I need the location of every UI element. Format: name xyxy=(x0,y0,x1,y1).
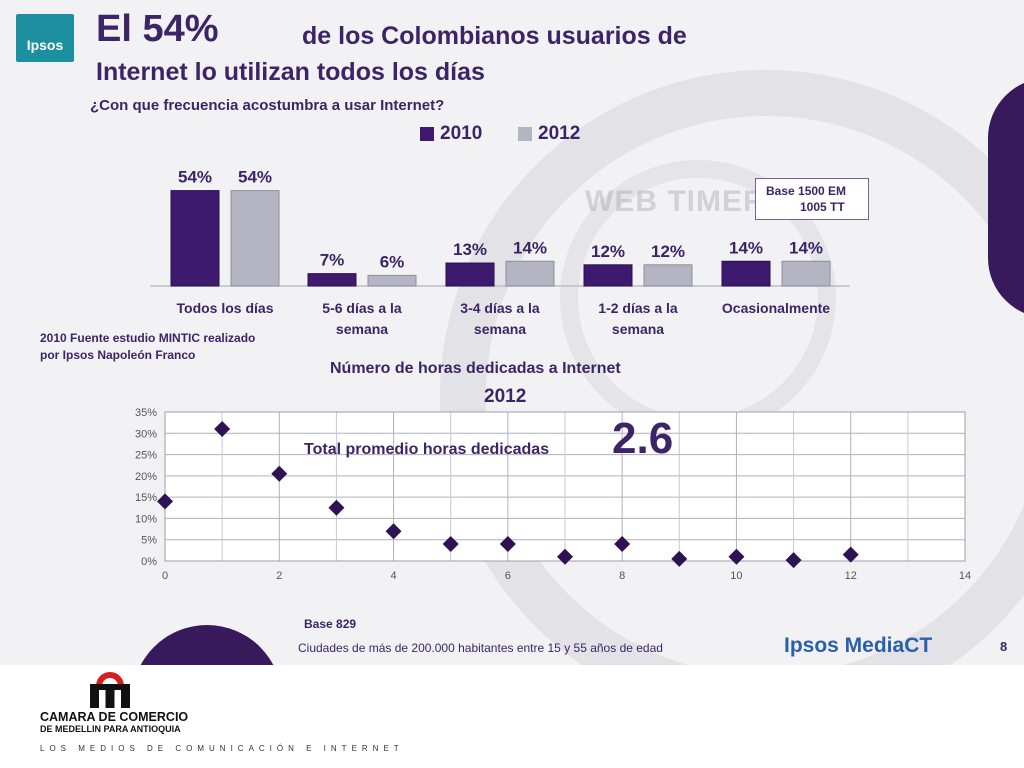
y-tick-label: 5% xyxy=(141,535,157,547)
legend-swatch-2012 xyxy=(518,126,532,141)
bar-2012-1 xyxy=(367,274,417,287)
scatter-point xyxy=(328,499,345,516)
bar-value-label: 6% xyxy=(380,252,405,271)
bar-value-label: 14% xyxy=(513,238,547,257)
base-box-line2: 1005 TT xyxy=(800,200,845,214)
bar-2010-2 xyxy=(445,262,495,287)
right-purple-shape xyxy=(988,78,1024,318)
base-box: Base 1500 EM 1005 TT xyxy=(755,178,869,220)
legend-item-2010: 2010 xyxy=(420,123,482,145)
scatter-point xyxy=(214,421,231,438)
category-label: semana xyxy=(336,321,388,337)
frequency-bar-chart: 54% 54% Todos los días 7% 6% 5-6 días a la sem… xyxy=(150,168,850,337)
title-highlight: El 54% xyxy=(96,8,219,50)
bar-value-label: 14% xyxy=(729,238,763,257)
scatter-point xyxy=(671,550,688,567)
scatter-point xyxy=(785,552,802,569)
bar-value-label: 12% xyxy=(651,242,685,261)
x-tick-label: 2 xyxy=(276,570,282,582)
x-tick-label: 12 xyxy=(845,570,857,582)
total-average-value: 2.6 xyxy=(612,414,674,463)
x-tick-label: 0 xyxy=(162,570,168,582)
ipsos-mediact-brand: Ipsos MediaCT xyxy=(784,634,933,657)
x-tick-label: 14 xyxy=(959,570,971,582)
y-tick-label: 35% xyxy=(135,407,157,419)
category-label: 5-6 días a la xyxy=(322,300,402,316)
bar-2012-0 xyxy=(230,190,280,287)
sample-base: Base 829 xyxy=(304,617,357,631)
background-web-timer-text: WEB TIMER xyxy=(585,185,766,218)
bar-value-label: 12% xyxy=(591,242,625,261)
sample-description: Ciudades de más de 200.000 habitantes en… xyxy=(298,641,663,655)
category-label: 1-2 días a la xyxy=(598,300,678,316)
x-tick-label: 8 xyxy=(619,570,625,582)
legend-item-2012: 2012 xyxy=(518,123,580,145)
bar-2012-4 xyxy=(781,260,831,287)
scatter-point xyxy=(442,535,459,552)
x-tick-label: 6 xyxy=(505,570,511,582)
ipsos-logo: Ipsos xyxy=(16,14,74,62)
survey-question: ¿Con que frecuencia acostumbra a usar In… xyxy=(90,97,445,114)
slide: WEB TIMER Ipsos El 54% de los Colombiano… xyxy=(0,0,1024,665)
footer-tagline: LOS MEDIOS DE COMUNICACIÓN E INTERNET xyxy=(40,744,404,753)
scatter-point xyxy=(557,548,573,565)
y-tick-label: 0% xyxy=(141,556,157,568)
category-label: semana xyxy=(474,321,526,337)
scatter-point xyxy=(728,548,745,565)
y-tick-label: 20% xyxy=(135,471,157,483)
title-rest: de los Colombianos usuarios de xyxy=(302,22,687,50)
ipsos-logo-text: Ipsos xyxy=(26,37,64,53)
title-line2: Internet lo utilizan todos los días xyxy=(96,58,485,86)
bar-2010-1 xyxy=(307,273,357,287)
y-tick-label: 15% xyxy=(135,492,157,504)
scatter-point xyxy=(271,465,288,482)
bar-value-label: 54% xyxy=(238,168,272,187)
bar-2010-4 xyxy=(721,260,771,287)
y-tick-label: 30% xyxy=(135,428,157,440)
scatter-point xyxy=(385,523,402,540)
bar-value-label: 13% xyxy=(453,240,487,259)
category-label: Todos los días xyxy=(177,300,274,316)
legend-label-2010: 2010 xyxy=(440,123,483,144)
x-tick-label: 10 xyxy=(730,570,742,582)
y-tick-label: 25% xyxy=(135,450,157,462)
bar-value-label: 54% xyxy=(178,168,212,187)
bar-value-label: 14% xyxy=(789,238,823,257)
bottom-purple-shape xyxy=(132,625,282,665)
hours-scatter-chart: 0% 5% 10% 15% 20% 25% 30% 35% 0 2 4 6 8 10 12 14 xyxy=(135,407,971,582)
bar-2012-2 xyxy=(505,260,555,287)
bar-2012-3 xyxy=(643,264,693,287)
x-tick-label: 4 xyxy=(391,570,397,582)
camara-comercio-logo-icon xyxy=(90,672,130,708)
scatter-point xyxy=(614,535,631,552)
scatter-point xyxy=(842,546,859,563)
ccm-name-line1: CAMARA DE COMERCIO xyxy=(40,710,189,724)
scatter-point xyxy=(499,535,516,552)
bar-2010-0 xyxy=(170,190,220,287)
scatter-point xyxy=(157,493,173,510)
ccm-name-line2: DE MEDELLIN PARA ANTIOQUIA xyxy=(40,724,181,734)
category-label: 3-4 días a la xyxy=(460,300,540,316)
base-box-line1: Base 1500 EM xyxy=(766,184,847,198)
total-average-label: Total promedio horas dedicadas xyxy=(304,441,550,458)
y-tick-label: 10% xyxy=(135,513,157,525)
page-number: 8 xyxy=(1000,639,1008,654)
legend-swatch-2010 xyxy=(420,126,434,141)
source-note: 2010 Fuente estudio MINTIC realizado por… xyxy=(40,331,256,362)
scatter-chart-title: Número de horas dedicadas a Internet xyxy=(330,360,621,377)
bar-value-label: 7% xyxy=(320,251,345,270)
legend-label-2012: 2012 xyxy=(538,123,581,144)
category-label: semana xyxy=(612,321,664,337)
category-label: Ocasionalmente xyxy=(722,300,830,316)
scatter-chart-subtitle: 2012 xyxy=(484,386,527,407)
bar-2010-3 xyxy=(583,264,633,287)
